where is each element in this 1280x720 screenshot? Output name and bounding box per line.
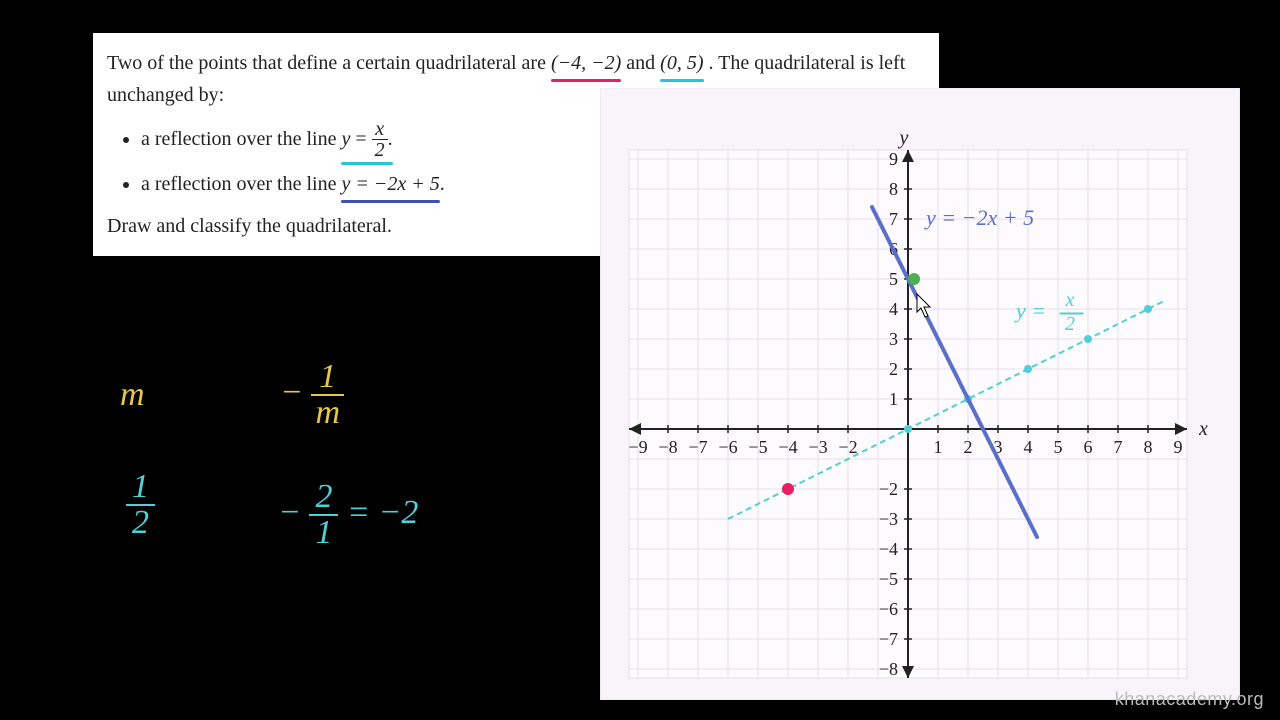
svg-text:1: 1 bbox=[934, 437, 943, 457]
point2: (0, 5) bbox=[660, 47, 703, 79]
watermark: khanacademy.org bbox=[1115, 689, 1264, 710]
svg-text:−5: −5 bbox=[879, 569, 898, 589]
svg-text:7: 7 bbox=[1114, 437, 1123, 457]
svg-text:−8: −8 bbox=[658, 437, 677, 457]
note-neg2: − 21 = −2 bbox=[278, 480, 418, 550]
svg-text:2: 2 bbox=[889, 359, 898, 379]
svg-text:−7: −7 bbox=[879, 629, 898, 649]
svg-text:y: y bbox=[898, 127, 909, 149]
svg-text:1: 1 bbox=[889, 389, 898, 409]
svg-text:x: x bbox=[1198, 418, 1208, 440]
svg-text:−2: −2 bbox=[879, 479, 898, 499]
svg-text:−6: −6 bbox=[879, 599, 898, 619]
svg-text:6: 6 bbox=[1084, 437, 1093, 457]
svg-text:−7: −7 bbox=[688, 437, 707, 457]
svg-text:3: 3 bbox=[889, 329, 898, 349]
svg-text:y = −2x + 5: y = −2x + 5 bbox=[924, 205, 1034, 230]
svg-text:5: 5 bbox=[1054, 437, 1063, 457]
note-half: 12 bbox=[126, 470, 155, 540]
svg-text:x: x bbox=[1065, 289, 1075, 311]
bullet2-prefix: a reflection over the line bbox=[141, 173, 341, 195]
svg-text:4: 4 bbox=[889, 299, 898, 319]
svg-text:−4: −4 bbox=[879, 539, 898, 559]
point1: (−4, −2) bbox=[551, 47, 621, 79]
svg-text:2: 2 bbox=[964, 437, 973, 457]
svg-text:−3: −3 bbox=[879, 509, 898, 529]
svg-text:−8: −8 bbox=[879, 659, 898, 679]
svg-text:9: 9 bbox=[1174, 437, 1183, 457]
svg-text:−4: −4 bbox=[778, 437, 797, 457]
graph-panel: −9 −8 −7 −6 −5 −4 −3 −2 1 2 3 4 5 6 7 8 9 −8 −7 −6 −5 −4 −3 −2 1… bbox=[600, 88, 1240, 700]
svg-text:4: 4 bbox=[1024, 437, 1033, 457]
svg-text:5: 5 bbox=[889, 269, 898, 289]
svg-text:−3: −3 bbox=[808, 437, 827, 457]
svg-text:7: 7 bbox=[889, 209, 898, 229]
svg-text:−2: −2 bbox=[838, 437, 857, 457]
svg-text:9: 9 bbox=[889, 149, 898, 169]
svg-text:−5: −5 bbox=[748, 437, 767, 457]
svg-text:8: 8 bbox=[889, 179, 898, 199]
note-neg-inv-m: − 1m bbox=[280, 360, 344, 430]
bullet2-eq: y = −2x + 5 bbox=[341, 168, 439, 200]
bullet1-prefix: a reflection over the line bbox=[141, 128, 341, 150]
intro-prefix: Two of the points that define a certain … bbox=[107, 52, 551, 74]
svg-text:8: 8 bbox=[1144, 437, 1153, 457]
bullet1-eq: y = x2. bbox=[341, 119, 392, 162]
and-text: and bbox=[626, 52, 660, 74]
svg-text:2: 2 bbox=[1065, 313, 1075, 335]
note-m: m bbox=[120, 376, 145, 414]
graph-svg: −9 −8 −7 −6 −5 −4 −3 −2 1 2 3 4 5 6 7 8 9 −8 −7 −6 −5 −4 −3 −2 1… bbox=[601, 89, 1239, 699]
svg-text:−9: −9 bbox=[628, 437, 647, 457]
svg-text:y =: y = bbox=[1014, 298, 1046, 323]
svg-text:−6: −6 bbox=[718, 437, 737, 457]
